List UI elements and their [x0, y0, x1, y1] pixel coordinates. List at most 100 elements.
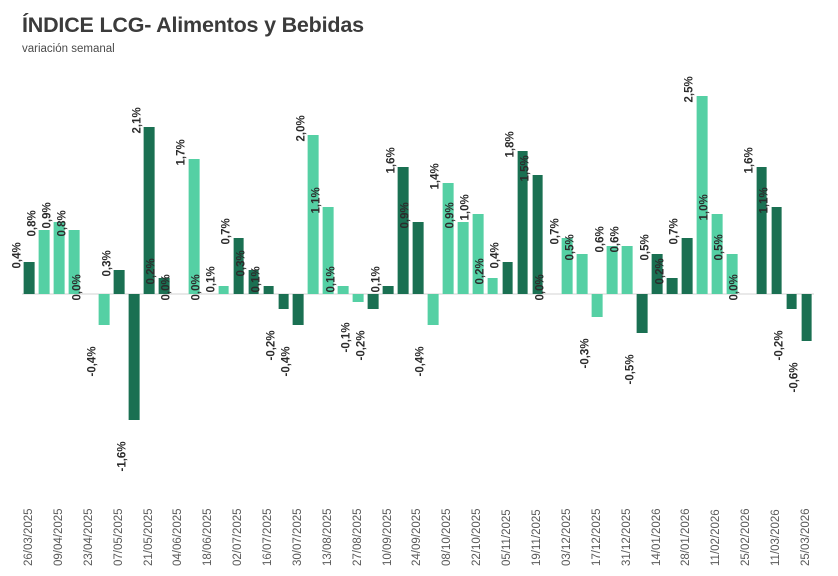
chart-bar[interactable] [562, 238, 573, 294]
chart-bar[interactable] [367, 293, 379, 310]
chart-bar[interactable] [113, 269, 125, 294]
bar-slot: -0,2% [774, 72, 799, 444]
chart-bar[interactable] [218, 285, 230, 294]
chart-bar[interactable] [487, 277, 499, 294]
x-tick-label: 26/03/2025 [22, 508, 35, 566]
chart-bar[interactable] [771, 206, 782, 294]
x-tick-label: 19/11/2025 [531, 509, 544, 566]
chart-bar[interactable] [427, 293, 439, 326]
x-tick: 07/05/2025 [112, 448, 127, 573]
bar-slot: 0,5% [639, 72, 665, 444]
chart-bar[interactable] [397, 166, 409, 294]
bar-slot: 0,5% [564, 72, 590, 444]
chart-bar[interactable] [337, 285, 349, 294]
bar-value-label: 0,0% [71, 273, 84, 301]
chart-subtitle: variación semanal [22, 42, 115, 55]
bar-value-label: 0,7% [220, 218, 233, 245]
bar-slot: -0,6% [789, 72, 814, 444]
x-tick-label: 10/09/2025 [381, 508, 394, 566]
bar-value-label: -0,2% [355, 330, 368, 361]
chart-bar[interactable] [606, 246, 618, 294]
bar-slot: 0,5% [714, 72, 739, 444]
chart-bar[interactable] [457, 222, 469, 294]
bar-value-label: 2,5% [683, 76, 696, 103]
bar-slot: 0,9% [400, 72, 426, 444]
chart-bar[interactable] [442, 182, 454, 294]
bar-value-label: 1,4% [429, 163, 442, 190]
chart-bar[interactable] [576, 254, 588, 294]
chart-bar[interactable] [24, 261, 35, 294]
bar-slot: 0,1% [370, 72, 396, 444]
chart-bar[interactable] [98, 293, 110, 326]
chart-bar[interactable] [517, 151, 528, 294]
chart-bar[interactable] [502, 261, 514, 294]
bar-value-label: 1,7% [175, 139, 188, 166]
chart-bar[interactable] [248, 269, 259, 294]
bar-slot: 0,0% [71, 72, 97, 444]
chart-bar[interactable] [696, 95, 708, 294]
bar-slot: 0,8% [26, 72, 52, 444]
chart-bar[interactable] [308, 135, 319, 294]
chart-bar[interactable] [711, 214, 723, 294]
bar-slot: 0,0% [161, 72, 186, 444]
chart-bar[interactable] [233, 238, 245, 294]
x-tick-label: 08/10/2025 [441, 508, 454, 566]
bar-slot: 2,0% [295, 72, 321, 444]
chart-bar[interactable] [666, 277, 678, 294]
x-tick: 05/11/2025 [500, 448, 515, 573]
chart-bar[interactable] [352, 293, 364, 302]
bar-slot: 0,6% [594, 72, 620, 444]
bar-value-label: 0,8% [56, 210, 69, 237]
bar-slot: 0,2% [475, 72, 500, 444]
chart-bar[interactable] [128, 293, 140, 421]
bar-value-label: 0,2% [145, 258, 158, 285]
bar-slot: 0,0% [729, 72, 754, 444]
chart-bar[interactable] [472, 214, 484, 294]
bar-slot: 1,5% [520, 72, 545, 444]
chart-bar[interactable] [651, 254, 663, 294]
bar-value-label: 0,3% [101, 250, 114, 277]
chart-bar[interactable] [68, 230, 80, 294]
bar-value-label: 0,8% [26, 210, 39, 237]
chart-bar[interactable] [188, 159, 200, 294]
chart-bar[interactable] [621, 246, 633, 294]
bar-slot: 1,1% [759, 72, 784, 444]
bar-slot: 0,3% [236, 72, 261, 444]
x-tick-label: 27/08/2025 [351, 508, 364, 566]
x-tick: 30/07/2025 [291, 448, 306, 573]
chart-bar[interactable] [591, 293, 603, 318]
bar-value-label: 0,6% [609, 226, 622, 253]
x-tick: 19/11/2025 [530, 448, 545, 573]
chart-bar[interactable] [382, 285, 394, 294]
chart-bar[interactable] [786, 293, 797, 310]
chart-bar[interactable] [636, 293, 648, 334]
bar-slot: 0,6% [609, 72, 635, 444]
chart-bar[interactable] [801, 293, 812, 342]
x-tick-label: 22/10/2025 [471, 508, 484, 566]
chart-bar[interactable] [39, 230, 50, 294]
x-tick-label: 09/04/2025 [52, 508, 65, 566]
bar-value-label: 0,1% [205, 265, 218, 293]
chart-bar[interactable] [412, 222, 424, 294]
bar-slot: -0,4% [280, 72, 306, 444]
bar-value-label: 0,5% [639, 234, 652, 261]
chart-bar[interactable] [158, 277, 170, 294]
bar-slot: 0,9% [445, 72, 470, 444]
chart-bar[interactable] [293, 293, 304, 326]
chart-bar[interactable] [143, 127, 155, 294]
chart-bar[interactable] [756, 166, 768, 294]
chart-bar[interactable] [263, 285, 274, 294]
chart-bar[interactable] [322, 206, 334, 294]
chart-bar[interactable] [532, 174, 543, 294]
chart-bar[interactable] [53, 222, 65, 294]
bar-slot: 0,1% [251, 72, 276, 444]
chart-bar[interactable] [681, 238, 693, 294]
chart-bar[interactable] [278, 293, 289, 310]
chart-bar[interactable] [726, 254, 738, 294]
bar-value-label: -0,6% [788, 362, 801, 393]
bar-value-label: 2,1% [131, 107, 144, 134]
bar-value-label: 0,0% [534, 273, 547, 301]
bar-slot: -0,1% [340, 72, 366, 444]
bar-value-label: 1,1% [310, 186, 323, 214]
